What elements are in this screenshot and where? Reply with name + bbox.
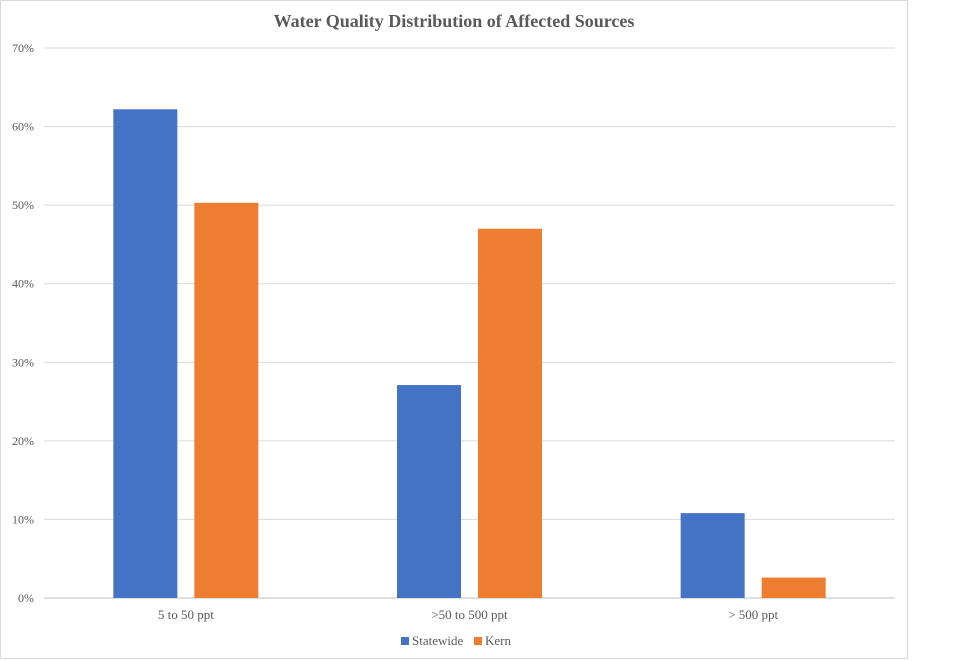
bar-statewide-2 xyxy=(680,513,745,598)
bar-kern-0 xyxy=(194,202,259,599)
y-axis-ticks: 0% 10% 20% 30% 40% 50% 60% 70% xyxy=(12,41,34,605)
y-tick-label: 40% xyxy=(12,277,34,291)
y-tick-label: 30% xyxy=(12,355,34,369)
x-axis-labels: 5 to 50 ppt >50 to 500 ppt > 500 ppt xyxy=(158,607,779,622)
chart-title: Water Quality Distribution of Affected S… xyxy=(274,11,635,31)
legend-label-statewide: Statewide xyxy=(412,633,463,648)
bar-statewide-1 xyxy=(397,385,461,598)
legend: Statewide Kern xyxy=(401,633,511,648)
bar-kern-2 xyxy=(761,577,826,598)
y-tick-label: 70% xyxy=(12,41,34,55)
bars xyxy=(113,109,826,599)
bar-statewide-0 xyxy=(113,109,178,599)
y-tick-label: 20% xyxy=(12,434,34,448)
bar-kern-1 xyxy=(478,228,542,598)
gridlines xyxy=(44,47,895,599)
legend-swatch-kern xyxy=(474,637,482,645)
y-tick-label: 50% xyxy=(12,198,34,212)
y-tick-label: 60% xyxy=(12,120,34,134)
x-category-label: >50 to 500 ppt xyxy=(431,607,508,622)
y-tick-label: 10% xyxy=(12,512,34,526)
x-category-label: > 500 ppt xyxy=(728,607,778,622)
legend-swatch-statewide xyxy=(401,637,409,645)
y-tick-label: 0% xyxy=(18,591,34,605)
x-category-label: 5 to 50 ppt xyxy=(158,607,214,622)
legend-label-kern: Kern xyxy=(485,633,511,648)
